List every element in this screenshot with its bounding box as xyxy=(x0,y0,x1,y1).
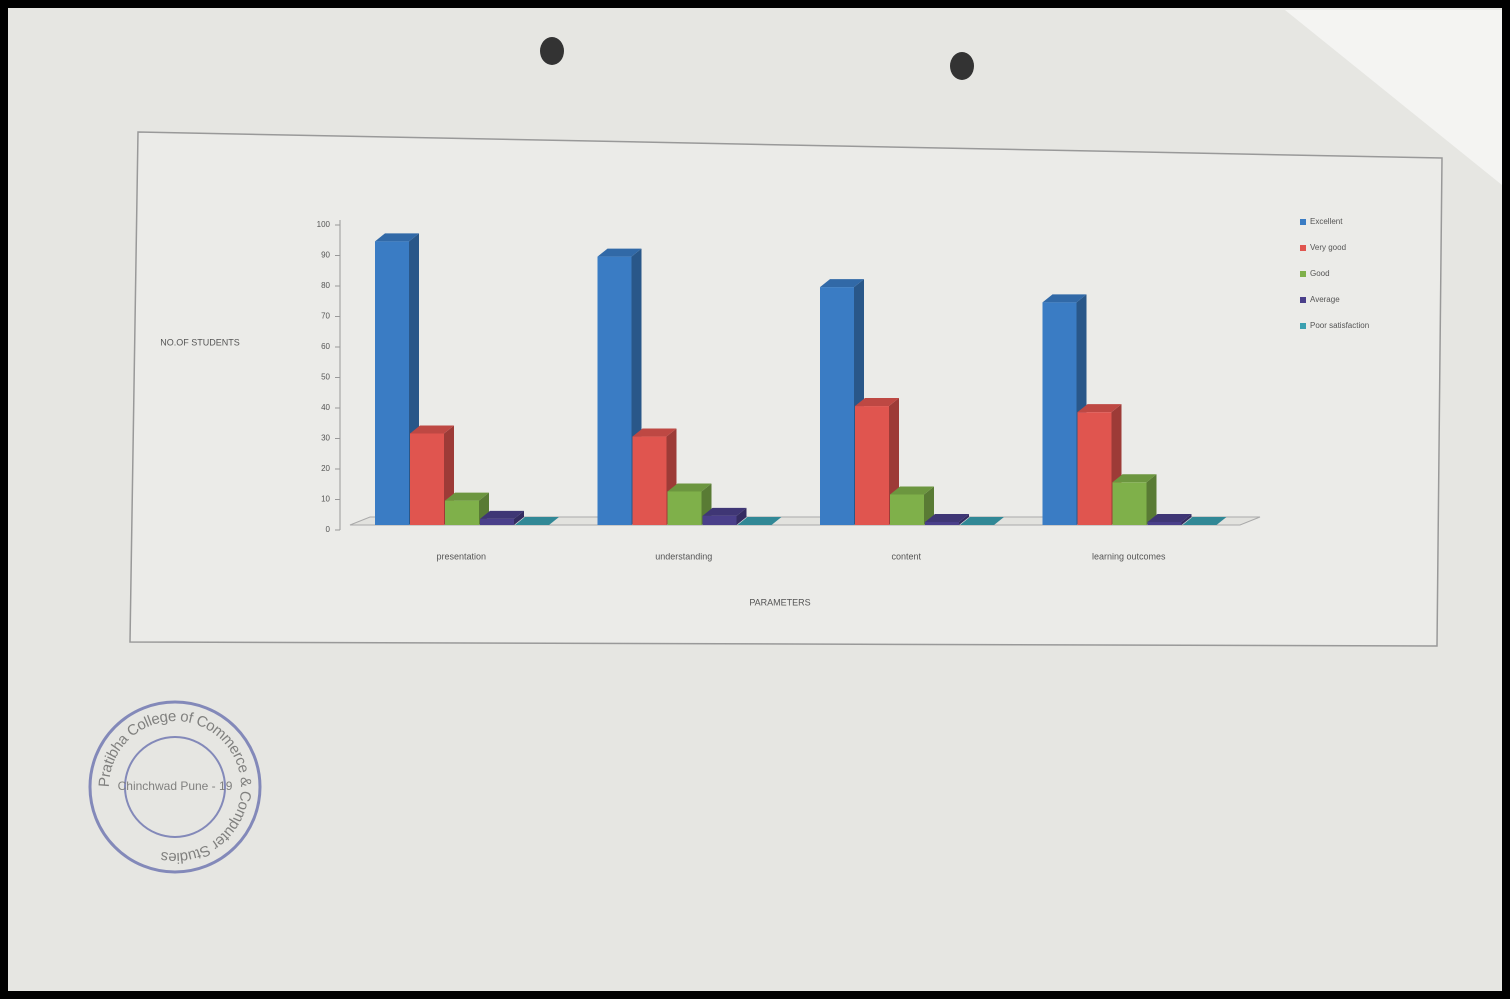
y-tick-label: 0 xyxy=(326,525,331,534)
photo: NO.OF STUDENTS PARAMETERS Pratibha Colle… xyxy=(0,0,1510,999)
bar xyxy=(703,516,737,525)
x-tick-label: learning outcomes xyxy=(1092,551,1166,561)
x-tick-label: understanding xyxy=(655,551,712,561)
legend-label: Good xyxy=(1310,269,1330,278)
y-tick-label: 70 xyxy=(321,312,330,321)
stamp-inner: Chinchwad Pune - 19 xyxy=(118,779,233,793)
legend-label: Average xyxy=(1310,295,1340,304)
bar xyxy=(1078,412,1112,525)
bar xyxy=(1148,522,1182,525)
chart-frame xyxy=(130,132,1442,646)
legend-label: Excellent xyxy=(1310,217,1343,226)
legend-swatch xyxy=(1300,219,1306,225)
y-tick-label: 50 xyxy=(321,373,330,382)
bar xyxy=(890,495,924,526)
y-tick-label: 30 xyxy=(321,434,330,443)
y-tick-label: 20 xyxy=(321,464,330,473)
bar xyxy=(855,406,889,525)
legend-swatch xyxy=(1300,297,1306,303)
y-tick-label: 60 xyxy=(321,342,330,351)
legend-swatch xyxy=(1300,271,1306,277)
punch-hole xyxy=(540,37,564,65)
x-axis-title: PARAMETERS xyxy=(749,597,810,607)
legend-label: Very good xyxy=(1310,243,1346,252)
bar xyxy=(480,519,514,525)
page: NO.OF STUDENTS PARAMETERS Pratibha Colle… xyxy=(0,0,1510,999)
y-tick-label: 10 xyxy=(321,495,330,504)
legend-swatch xyxy=(1300,323,1306,329)
y-tick-label: 90 xyxy=(321,251,330,260)
x-tick-label: presentation xyxy=(436,551,486,561)
y-tick-label: 40 xyxy=(321,403,330,412)
y-tick-label: 100 xyxy=(317,220,331,229)
bar xyxy=(375,241,409,525)
bar xyxy=(633,437,667,525)
bar xyxy=(410,434,444,526)
bar xyxy=(668,491,702,525)
y-axis-title: NO.OF STUDENTS xyxy=(160,337,240,347)
bar xyxy=(925,522,959,525)
legend-label: Poor satisfaction xyxy=(1310,321,1369,330)
bar xyxy=(1113,482,1147,525)
punch-hole xyxy=(950,52,974,80)
legend-swatch xyxy=(1300,245,1306,251)
y-tick-label: 80 xyxy=(321,281,330,290)
bar xyxy=(598,257,632,525)
x-tick-label: content xyxy=(891,551,921,561)
bar xyxy=(445,501,479,525)
bar xyxy=(1043,302,1077,525)
bar xyxy=(820,287,854,525)
